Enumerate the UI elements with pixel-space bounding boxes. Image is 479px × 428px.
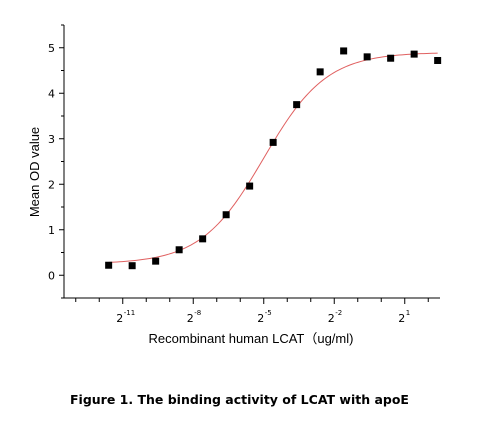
data-point — [340, 47, 348, 55]
x-axis-label: Recombinant human LCAT（ug/ml) — [149, 331, 354, 346]
data-point — [269, 138, 277, 146]
y-tick-label: 5 — [48, 42, 55, 55]
x-tick-label: 2 — [257, 312, 264, 325]
x-tick-label: 2 — [398, 312, 405, 325]
data-point — [246, 182, 254, 190]
axes — [59, 24, 440, 304]
data-points — [105, 47, 442, 270]
data-point — [410, 50, 418, 58]
data-point — [199, 235, 207, 243]
y-axis-label: Mean OD value — [27, 127, 42, 217]
x-tick-label: 2 — [328, 312, 335, 325]
y-tick-label: 1 — [48, 224, 55, 237]
data-point — [222, 211, 230, 219]
data-point — [316, 68, 324, 76]
y-tick-label: 0 — [48, 269, 55, 282]
x-tick-label: 2 — [116, 312, 123, 325]
data-point — [293, 101, 301, 109]
data-point — [152, 257, 160, 265]
data-point — [128, 262, 136, 270]
data-point — [175, 246, 183, 254]
data-point — [105, 261, 113, 269]
x-tick-exponent: -11 — [124, 309, 135, 317]
y-tick-label: 4 — [48, 87, 55, 100]
y-tick-label: 2 — [48, 178, 55, 191]
y-tick-label: 3 — [48, 133, 55, 146]
fit-curve-layer — [108, 52, 438, 263]
x-tick-label: 2 — [187, 312, 194, 325]
data-point — [387, 54, 395, 62]
x-tick-exponent: 1 — [406, 309, 410, 317]
x-tick-exponent: -8 — [194, 309, 201, 317]
data-point — [434, 56, 442, 64]
fit-curve — [108, 52, 438, 263]
x-tick-exponent: -2 — [335, 309, 342, 317]
data-point — [363, 53, 371, 61]
x-tick-exponent: -5 — [265, 309, 272, 317]
figure-caption: Figure 1. The binding activity of LCAT w… — [70, 392, 409, 407]
